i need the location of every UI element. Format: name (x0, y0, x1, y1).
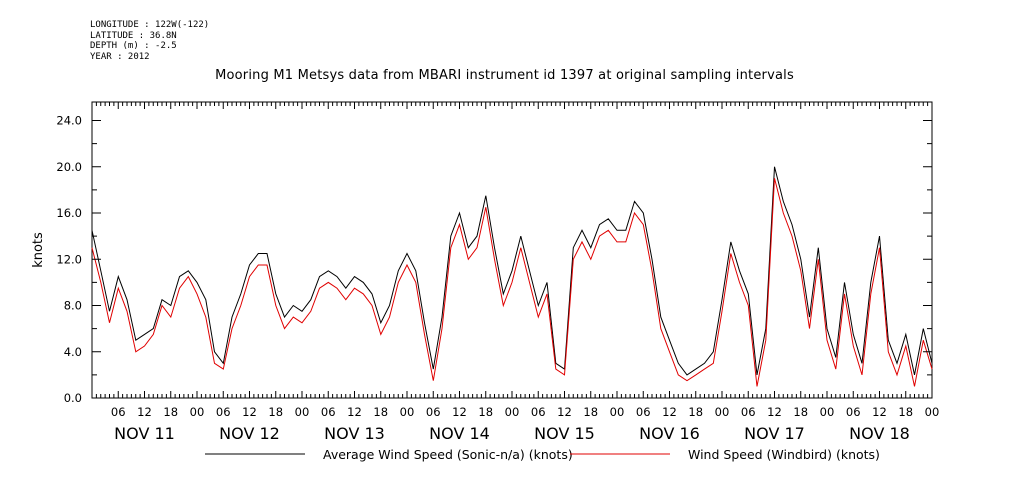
x-hour-label: 12 (872, 405, 887, 419)
x-hour-label: 12 (452, 405, 467, 419)
x-hour-label: 00 (715, 405, 730, 419)
x-hour-label: 00 (820, 405, 835, 419)
x-day-label: NOV 15 (534, 424, 595, 443)
x-hour-label: 00 (400, 405, 415, 419)
x-hour-label: 12 (662, 405, 677, 419)
x-hour-label: 12 (557, 405, 572, 419)
plot-axes (91, 101, 933, 399)
x-hour-label: 06 (741, 405, 756, 419)
y-tick-label: 16.0 (56, 206, 82, 220)
latitude-label: LATITUDE : 36.8N (90, 30, 177, 41)
depth-label: DEPTH (m) : -2.5 (90, 41, 177, 51)
chart-legend: Average Wind Speed (Sonic-n/a) (knots) Wi… (205, 447, 880, 462)
y-tick-label: 4.0 (64, 345, 82, 359)
x-day-label: NOV 17 (744, 424, 805, 443)
plot-labels: 0.0 4.0 8.0 12.0 16.0 20.0 24.0 06 12 18 00 06 12 18 0… (31, 114, 939, 444)
x-hour-label: 00 (190, 405, 205, 419)
x-hour-label: 00 (925, 405, 940, 419)
x-hour-label: 18 (268, 405, 283, 419)
y-tick-label: 12.0 (56, 252, 82, 266)
year-label: YEAR : 2012 (90, 51, 150, 62)
x-hour-label: 12 (767, 405, 782, 419)
y-tick-label: 8.0 (64, 299, 82, 313)
x-hour-label: 06 (531, 405, 546, 419)
x-day-label: NOV 13 (324, 424, 385, 443)
x-hour-label: 18 (898, 405, 913, 419)
x-hour-label: 06 (111, 405, 126, 419)
x-hour-label: 18 (583, 405, 598, 419)
legend-label-average-wind-speed: Average Wind Speed (Sonic-n/a) (knots) (323, 447, 573, 462)
longitude-label: LONGITUDE : 122W(-122) (90, 20, 210, 30)
x-hour-label: 06 (846, 405, 861, 419)
x-day-label: NOV 11 (114, 424, 175, 443)
plot-series (91, 166, 933, 387)
x-hour-label: 06 (216, 405, 231, 419)
y-tick-label: 20.0 (56, 160, 82, 174)
x-hour-label: 06 (321, 405, 336, 419)
y-tick-label: 24.0 (56, 114, 82, 128)
x-hour-label: 06 (636, 405, 651, 419)
x-hour-label: 12 (242, 405, 257, 419)
series-line-windbird-wind-speed (91, 178, 933, 387)
x-hour-label: 18 (688, 405, 703, 419)
x-hour-label: 06 (426, 405, 441, 419)
x-day-label: NOV 14 (429, 424, 490, 443)
plot-frame (91, 101, 933, 399)
x-hour-label: 00 (295, 405, 310, 419)
y-tick-label: 0.0 (64, 391, 82, 405)
x-day-label: NOV 16 (639, 424, 700, 443)
series-line-average-wind-speed (91, 166, 933, 376)
x-hour-label: 00 (610, 405, 625, 419)
x-day-label: NOV 12 (219, 424, 280, 443)
x-hour-label: 18 (373, 405, 388, 419)
x-hour-label: 12 (347, 405, 362, 419)
x-hour-label: 18 (478, 405, 493, 419)
x-hour-label: 18 (793, 405, 808, 419)
plot-ticks (91, 102, 933, 399)
x-hour-label: 12 (137, 405, 152, 419)
x-hour-label: 18 (163, 405, 178, 419)
x-day-label: NOV 18 (849, 424, 910, 443)
metadata-header: LONGITUDE : 122W(-122) LATITUDE : 36.8N … (90, 20, 209, 62)
legend-label-windbird-wind-speed: Wind Speed (Windbird) (knots) (688, 447, 880, 462)
chart-title: Mooring M1 Metsys data from MBARI instru… (215, 68, 794, 83)
x-hour-label: 00 (505, 405, 520, 419)
y-axis-label: knots (31, 232, 46, 268)
